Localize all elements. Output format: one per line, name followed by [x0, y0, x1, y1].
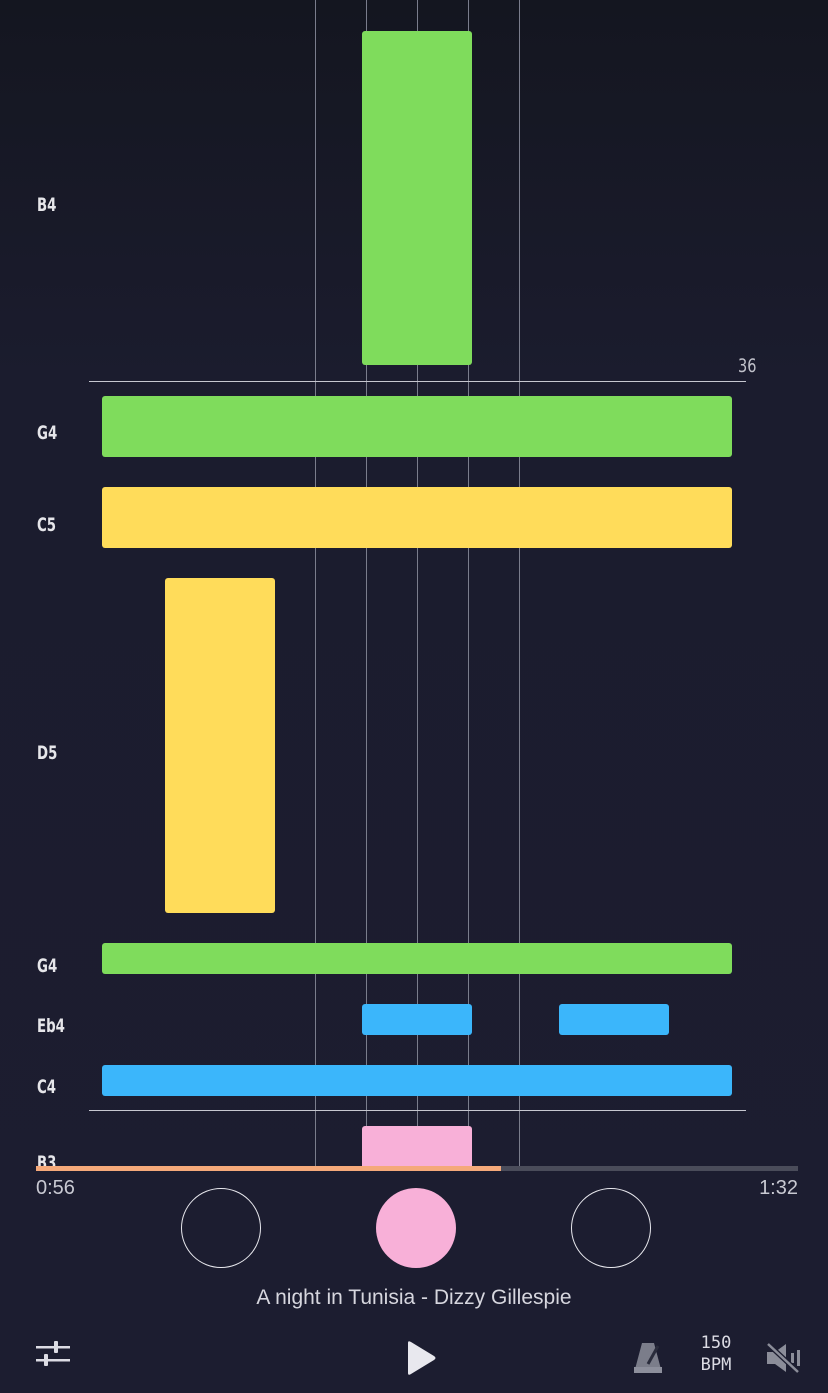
elapsed-time: 0:56 — [36, 1177, 75, 1199]
piano-roll[interactable]: 36 B4 G4 C5 D5 G4 Eb4 C4 B3 — [0, 0, 828, 1167]
note-block-g4 — [102, 943, 732, 974]
note-block-eb4 — [362, 1004, 472, 1035]
song-title: A night in Tunisia - Dizzy Gillespie — [256, 1286, 572, 1309]
left-pad-button[interactable] — [181, 1188, 261, 1268]
mute-icon[interactable] — [764, 1340, 804, 1376]
beat-line — [417, 0, 418, 1167]
metronome-icon[interactable] — [630, 1340, 666, 1376]
note-block-g4 — [102, 396, 732, 457]
note-label-b3: B3 — [37, 1152, 57, 1167]
beat-line — [519, 0, 520, 1167]
beat-line — [468, 0, 469, 1167]
beat-line — [366, 0, 367, 1167]
bpm-unit: BPM — [700, 1355, 732, 1375]
progress-fill — [36, 1166, 501, 1171]
sliders-icon[interactable] — [34, 1338, 72, 1370]
note-block-b4 — [362, 31, 472, 365]
note-label-c5: C5 — [37, 514, 57, 536]
beat-line — [315, 0, 316, 1167]
total-time: 1:32 — [759, 1177, 798, 1199]
note-block-c5 — [102, 487, 732, 548]
note-label-eb4: Eb4 — [37, 1015, 65, 1037]
play-icon[interactable] — [404, 1340, 438, 1376]
right-pad-button[interactable] — [571, 1188, 651, 1268]
measure-line — [89, 1110, 746, 1111]
measure-line — [89, 381, 746, 382]
note-label-g4: G4 — [37, 422, 58, 444]
bpm-value: 150 — [700, 1333, 732, 1353]
note-block-eb4 — [559, 1004, 669, 1035]
progress-bar[interactable] — [36, 1166, 798, 1171]
note-block-d5 — [165, 578, 275, 913]
center-pad-button[interactable] — [376, 1188, 456, 1268]
measure-number: 36 — [738, 355, 757, 377]
note-label-d5: D5 — [37, 742, 58, 764]
note-label-c4: C4 — [37, 1076, 57, 1098]
note-block-c4 — [102, 1065, 732, 1096]
note-block-b3 — [362, 1126, 472, 1167]
note-label-b4: B4 — [37, 194, 57, 216]
note-label-g4: G4 — [37, 955, 58, 977]
tempo-display[interactable]: 150 BPM — [690, 1332, 742, 1376]
